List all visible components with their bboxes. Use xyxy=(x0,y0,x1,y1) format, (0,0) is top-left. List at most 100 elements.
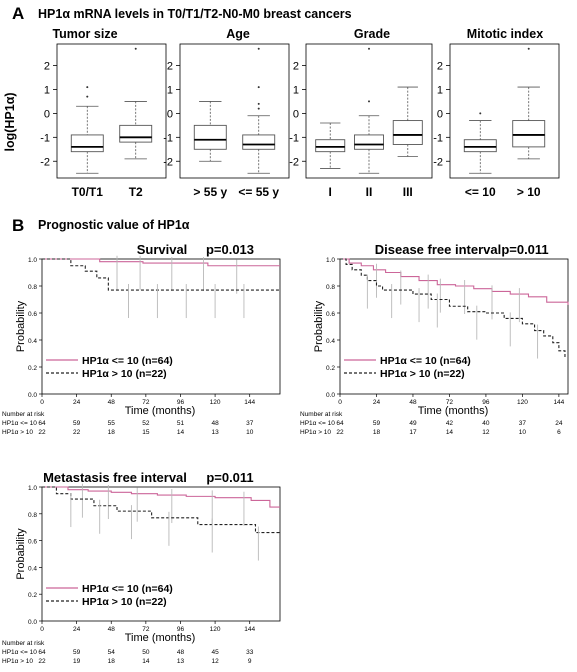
risk-table-header: Number at risk xyxy=(300,411,343,418)
y-tick-label: 1.0 xyxy=(28,257,37,264)
km-xlabel: Time (months) xyxy=(125,405,196,417)
risk-table-count: 48 xyxy=(177,649,185,656)
category-label: <= 55 y xyxy=(238,185,279,199)
y-tick-label: 0.8 xyxy=(28,512,37,519)
y-tick-label: 0.4 xyxy=(28,338,37,345)
risk-table-count: 64 xyxy=(336,420,344,427)
y-tick-label: -1 xyxy=(433,132,443,144)
km-plot-frame xyxy=(41,486,281,622)
risk-table-row-label: HP1α <= 10 xyxy=(300,420,335,427)
y-tick-label: 0.4 xyxy=(28,565,37,572)
risk-table-count: 45 xyxy=(211,649,219,656)
x-tick-label: 24 xyxy=(73,399,81,406)
legend-label: HP1α <= 10 (n=64) xyxy=(82,355,173,367)
x-tick-label: 72 xyxy=(142,399,150,406)
category-label: > 55 y xyxy=(193,185,227,199)
risk-table-count: 51 xyxy=(177,420,185,427)
outlier-point xyxy=(368,47,370,50)
risk-table-header: Number at risk xyxy=(2,411,45,418)
y-tick-label: -2 xyxy=(289,156,299,168)
y-tick-label: 0.6 xyxy=(28,311,37,318)
risk-table-count: 9 xyxy=(248,658,252,665)
risk-table-count: 22 xyxy=(73,429,81,436)
x-tick-label: 120 xyxy=(517,399,528,406)
category-label: > 10 xyxy=(517,185,541,199)
box-iqr xyxy=(119,124,153,143)
km-ylabel: Probability xyxy=(313,300,325,352)
y-tick-label: 1.0 xyxy=(326,257,335,264)
y-tick-label: 1.0 xyxy=(28,485,37,492)
panel-a-ylabel: log(HP1α) xyxy=(3,92,17,151)
risk-table-count: 12 xyxy=(482,429,490,436)
risk-table-count: 18 xyxy=(373,429,381,436)
risk-table-count: 13 xyxy=(177,658,185,665)
risk-table-row-label: HP1α > 10 xyxy=(300,429,331,436)
outlier-point xyxy=(134,47,137,50)
y-tick-label: 0.6 xyxy=(28,539,37,546)
x-tick-label: 72 xyxy=(446,399,454,406)
x-tick-label: 96 xyxy=(177,399,185,406)
y-tick-label: -1 xyxy=(289,132,299,144)
category-label: III xyxy=(403,185,413,199)
km-title: Disease free interval xyxy=(375,242,501,257)
y-tick-label: 0 xyxy=(167,108,173,120)
km-xlabel: Time (months) xyxy=(125,632,196,644)
panel-b-letter: B xyxy=(12,216,24,235)
risk-table-count: 14 xyxy=(446,429,454,436)
risk-table-count: 13 xyxy=(211,429,219,436)
y-tick-label: 0.0 xyxy=(326,392,335,399)
y-tick-label: -2 xyxy=(433,156,443,168)
risk-table-count: 50 xyxy=(142,649,150,656)
outlier-point xyxy=(527,47,530,50)
risk-table-count: 15 xyxy=(142,429,150,436)
outlier-point xyxy=(86,86,89,89)
category-label: <= 10 xyxy=(465,185,496,199)
y-tick-label: 0.0 xyxy=(28,392,37,399)
km-curve-low xyxy=(42,258,280,267)
x-tick-label: 96 xyxy=(177,626,185,633)
x-tick-label: 0 xyxy=(338,399,342,406)
x-tick-label: 96 xyxy=(482,399,490,406)
box-iqr xyxy=(70,134,104,153)
category-label: T2 xyxy=(129,185,143,199)
category-label: II xyxy=(366,185,373,199)
x-tick-label: 24 xyxy=(73,626,81,633)
km-pvalue: p=0.013 xyxy=(206,242,254,257)
box-iqr xyxy=(354,134,384,150)
legend-label: HP1α > 10 (n=22) xyxy=(82,596,167,608)
risk-table-count: 37 xyxy=(519,420,527,427)
legend-label: HP1α > 10 (n=22) xyxy=(380,368,465,380)
outlier-point xyxy=(86,95,89,98)
x-tick-label: 120 xyxy=(210,626,221,633)
risk-table-count: 48 xyxy=(211,420,219,427)
y-tick-label: 0.0 xyxy=(28,619,37,626)
km-curve-low xyxy=(42,486,280,508)
risk-table-row-label: HP1α <= 10 xyxy=(2,420,37,427)
outlier-point xyxy=(368,100,370,103)
y-tick-label: 2 xyxy=(437,61,443,73)
panel-a-letter: A xyxy=(12,4,24,23)
risk-table-count: 49 xyxy=(409,420,417,427)
risk-table-row-label: HP1α > 10 xyxy=(2,658,33,665)
risk-table-count: 17 xyxy=(409,429,417,436)
x-tick-label: 0 xyxy=(40,399,44,406)
risk-table-row-label: HP1α <= 10 xyxy=(2,649,37,656)
risk-table-count: 14 xyxy=(177,429,185,436)
km-pvalue: p=0.011 xyxy=(206,470,253,485)
risk-table-count: 37 xyxy=(246,420,254,427)
y-tick-label: 1 xyxy=(293,84,299,96)
box-iqr xyxy=(392,120,423,145)
box-iqr xyxy=(512,120,546,148)
km-ylabel: Probability xyxy=(15,528,27,580)
box-iqr xyxy=(193,124,227,150)
panel-b-title: Prognostic value of HP1α xyxy=(38,218,190,232)
y-tick-label: 0.2 xyxy=(28,592,37,599)
risk-table-header: Number at risk xyxy=(2,640,45,647)
y-tick-label: 1 xyxy=(167,84,173,96)
y-tick-label: 0.8 xyxy=(326,284,335,291)
category-label: T0/T1 xyxy=(72,185,104,199)
outlier-point xyxy=(257,107,260,110)
x-tick-label: 48 xyxy=(108,626,116,633)
y-tick-label: 0.2 xyxy=(326,365,335,372)
